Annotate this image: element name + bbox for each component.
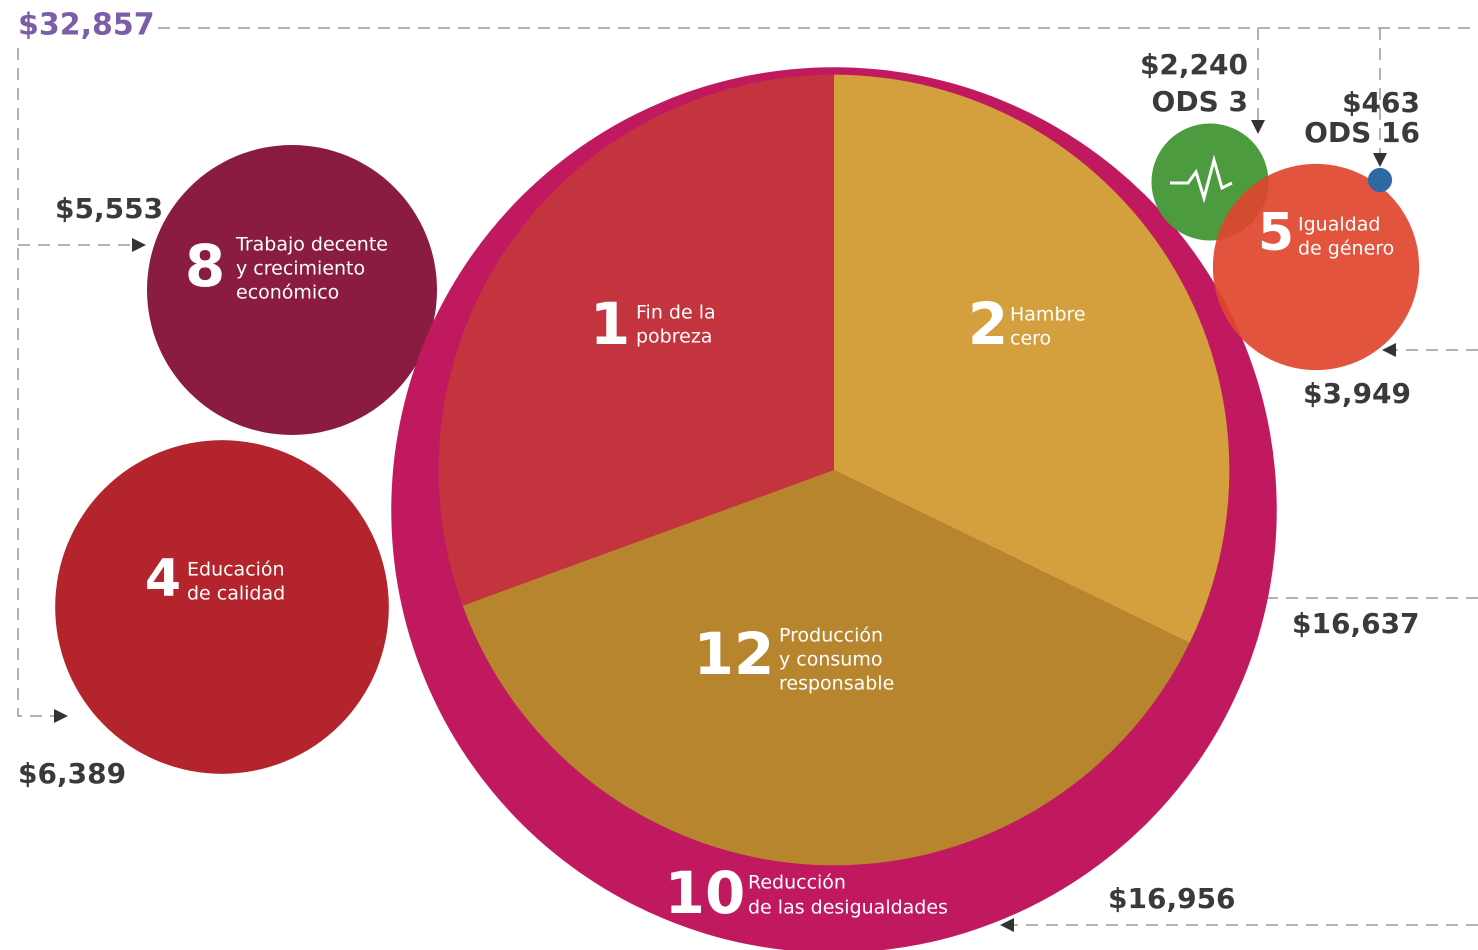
arrow-head [1373, 153, 1387, 167]
value-label: $5,553 [55, 192, 163, 225]
guides [17, 27, 1478, 932]
goal-name: pobreza [636, 326, 712, 348]
arrow-head [1251, 120, 1265, 134]
value-label: $16,637 [1292, 607, 1420, 640]
goal-name: Hambre [1010, 304, 1086, 326]
goal-name: económico [236, 282, 339, 304]
goal-name: Fin de la [636, 302, 716, 324]
goal-name: Igualdad [1298, 214, 1380, 236]
arrow-head [1000, 918, 1014, 932]
goal-name: responsable [779, 673, 894, 695]
goal-name: Producción [779, 625, 883, 647]
goal-number: 1 [590, 290, 630, 358]
goal-name: de las desigualdades [748, 897, 948, 919]
goal-name: cero [1010, 328, 1051, 350]
goal-name: de género [1298, 238, 1394, 260]
goal-name: Educación [187, 559, 285, 581]
marks [55, 67, 1420, 950]
value-label: $2,240 [1140, 48, 1248, 81]
pie-slice [462, 470, 1190, 866]
goal-name: Trabajo decente [235, 234, 388, 256]
total-label: $32,857 [18, 8, 155, 43]
value-label: $463 [1342, 86, 1420, 119]
goal-name: Reducción [748, 872, 846, 894]
goal-code: ODS 16 [1304, 116, 1420, 149]
goal-name: y consumo [779, 649, 882, 671]
goal-number: 4 [145, 549, 181, 609]
arrow-head [1382, 343, 1396, 357]
value-label: $6,389 [18, 757, 126, 790]
arrow-head [132, 238, 146, 252]
goal-name: de calidad [187, 583, 285, 605]
pie-slice [438, 74, 834, 606]
goal-number: 10 [665, 859, 746, 927]
bubble [1212, 163, 1420, 371]
goal-number: 8 [185, 232, 225, 300]
goal-number: 12 [694, 620, 775, 688]
value-label: $16,956 [1108, 882, 1236, 915]
pie-slice [834, 74, 1230, 643]
goal-name: y crecimiento [236, 258, 365, 280]
bubble [55, 440, 389, 774]
value-label: $3,949 [1303, 377, 1411, 410]
goal-number: 2 [968, 290, 1008, 358]
goal-code: ODS 3 [1152, 85, 1248, 118]
arrow-head [54, 709, 68, 723]
bubble [147, 145, 437, 435]
bubble [1367, 167, 1393, 193]
icon [1170, 154, 1233, 204]
goal-number: 5 [1258, 203, 1294, 263]
